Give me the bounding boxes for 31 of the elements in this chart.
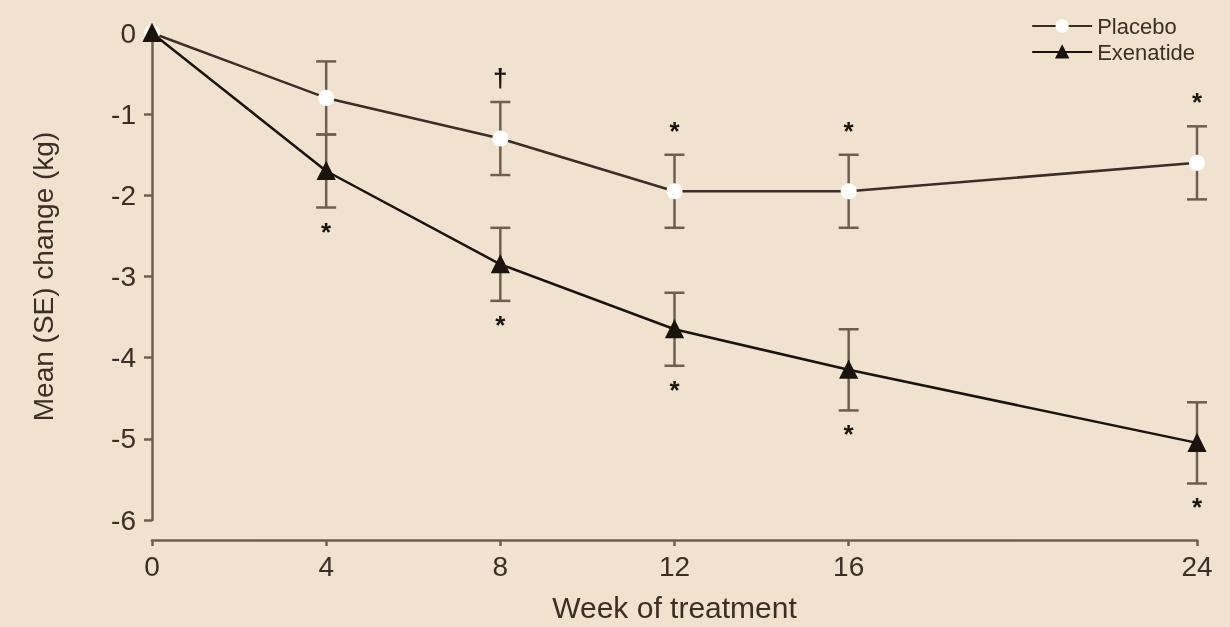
annotation: † [493,62,508,93]
x-tick-label: 16 [833,550,865,582]
x-tick-label: 4 [318,550,334,582]
y-tick-label: -6 [111,504,136,536]
annotation: * [321,216,333,247]
annotation: * [669,115,681,146]
x-tick-label: 24 [1181,550,1213,582]
annotation: * [669,374,681,405]
annotation: * [1191,492,1203,523]
y-tick-label: -3 [111,261,136,292]
x-tick-label: 12 [658,550,691,582]
y-tick-label: -2 [111,179,136,211]
point [1188,433,1206,452]
point [491,255,510,274]
annotation: * [1191,87,1203,118]
x-axis-title: Week of treatment [552,590,798,624]
point [839,360,858,379]
y-axis-title: Mean (SE) change (kg) [27,131,59,422]
annotation: * [843,115,855,146]
y-tick-label: 0 [120,17,136,49]
x-tick-label: 8 [492,550,509,582]
annotation: * [495,309,507,340]
legend-label: Placebo [1097,13,1177,39]
annotation: * [843,419,855,450]
x-tick-label: 0 [144,550,160,582]
y-tick-label: -1 [111,98,136,130]
y-tick-label: -5 [111,423,136,455]
point [665,320,684,339]
legend-label: Exenatide [1097,39,1196,65]
y-tick-label: -4 [111,342,136,374]
point [317,161,336,180]
